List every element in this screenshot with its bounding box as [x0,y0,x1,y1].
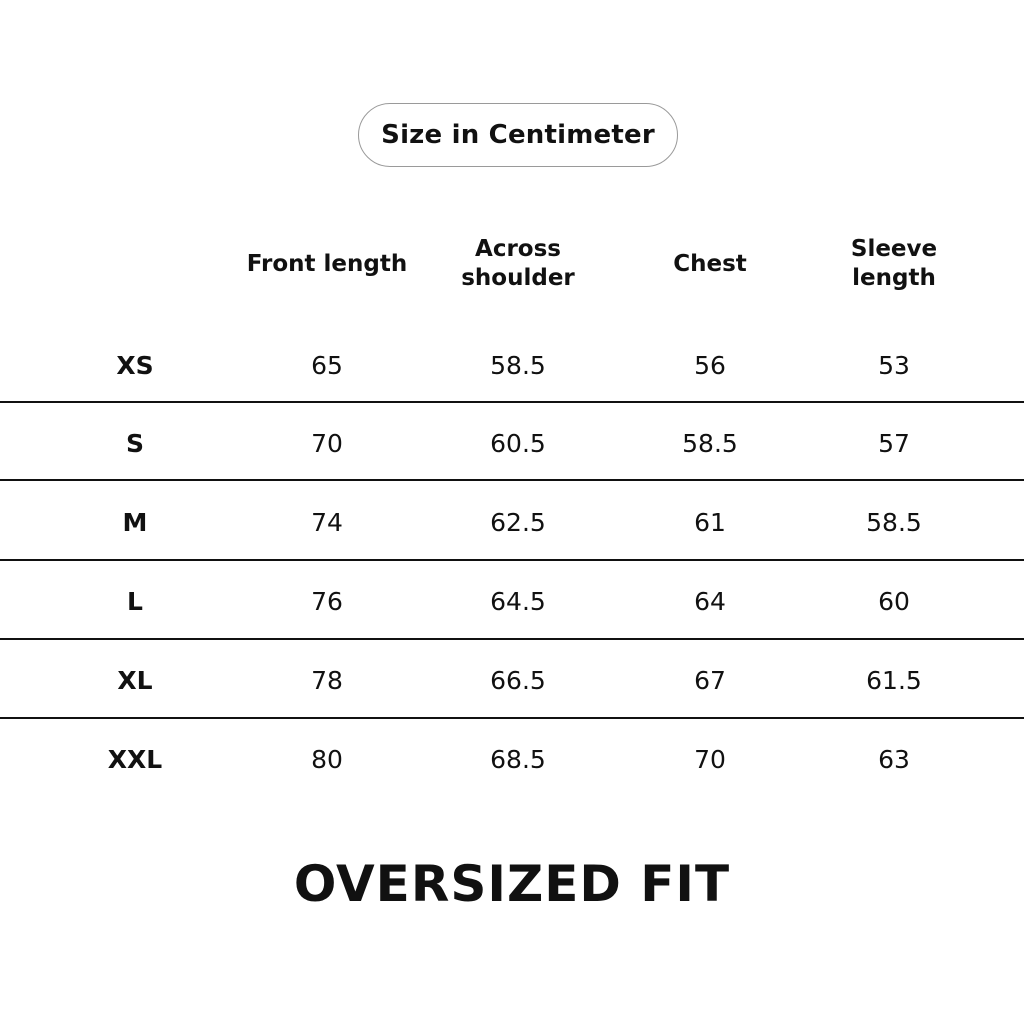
cell-across-shoulder: 58.5 [490,351,546,380]
size-label: XS [116,351,154,380]
cell-front-length: 76 [311,587,343,616]
table-row: XL 78 66.5 67 61.5 [0,641,1024,720]
cell-sleeve-length: 61.5 [866,666,922,695]
cell-across-shoulder: 66.5 [490,666,546,695]
fit-title: OVERSIZED FIT [293,855,731,913]
column-header-sleeve-length: Sleeve length [799,228,989,300]
size-label: XL [117,666,153,695]
cell-front-length: 65 [311,351,343,380]
cell-chest: 61 [694,508,726,537]
size-label: L [127,587,143,616]
cell-sleeve-length: 57 [878,429,910,458]
row-divider [0,479,1024,481]
table-row: M 74 62.5 61 58.5 [0,483,1024,562]
column-header-line: Across [475,236,561,262]
cell-across-shoulder: 60.5 [490,429,546,458]
cell-front-length: 74 [311,508,343,537]
cell-sleeve-length: 60 [878,587,910,616]
column-header-line: Chest [673,250,747,277]
cell-sleeve-length: 58.5 [866,508,922,537]
table-row: L 76 64.5 64 60 [0,562,1024,641]
cell-chest: 67 [694,666,726,695]
unit-label-pill: Size in Centimeter [358,103,678,167]
size-label: XXL [107,745,163,774]
column-header-across-shoulder: Across shoulder [423,228,613,300]
size-label: M [122,508,148,537]
size-label: S [125,429,144,458]
cell-chest: 58.5 [682,429,738,458]
table-row: XXL 80 68.5 70 63 [0,720,1024,799]
row-divider [0,717,1024,719]
column-header-line: Sleeve [850,236,938,262]
column-header-front-length: Front length [232,228,422,300]
cell-chest: 70 [694,745,726,774]
cell-chest: 64 [694,587,726,616]
cell-chest: 56 [694,351,726,380]
cell-sleeve-length: 53 [878,351,910,380]
cell-front-length: 80 [311,745,343,774]
table-row: XS 65 58.5 56 53 [0,326,1024,405]
column-header-line: length [852,265,936,291]
column-header-chest: Chest [615,228,805,300]
row-divider [0,401,1024,403]
column-header-line: shoulder [461,265,575,291]
column-header-line: Front length [246,250,408,277]
cell-sleeve-length: 63 [878,745,910,774]
cell-across-shoulder: 62.5 [490,508,546,537]
table-row: S 70 60.5 58.5 57 [0,404,1024,483]
row-divider [0,638,1024,640]
row-divider [0,559,1024,561]
cell-across-shoulder: 64.5 [490,587,546,616]
cell-front-length: 78 [311,666,343,695]
cell-across-shoulder: 68.5 [490,745,546,774]
cell-front-length: 70 [311,429,343,458]
